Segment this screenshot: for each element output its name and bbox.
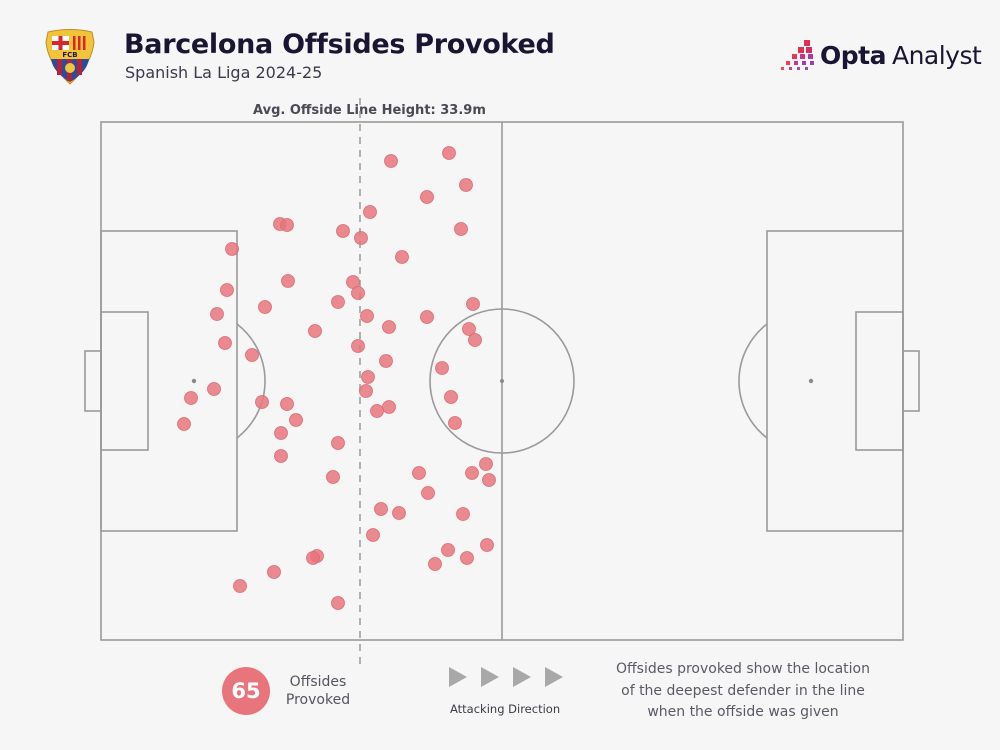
- offside-dot: [370, 404, 384, 418]
- offside-dot: [392, 506, 406, 520]
- offside-dot: [379, 354, 393, 368]
- play-arrow-icon: [513, 667, 531, 687]
- offside-dot: [184, 391, 198, 405]
- offside-dot: [395, 250, 409, 264]
- left-penalty-arc: [236, 323, 266, 439]
- right-penalty-arc: [738, 323, 768, 439]
- offside-dot: [220, 283, 234, 297]
- offside-dot: [361, 370, 375, 384]
- svg-text:FCB: FCB: [62, 51, 77, 59]
- offside-dot: [177, 417, 191, 431]
- offside-dot: [255, 395, 269, 409]
- offside-dot: [225, 242, 239, 256]
- chart-footnote: Offsides provoked show the location of t…: [615, 661, 870, 720]
- count-label-line2: Provoked: [285, 692, 351, 708]
- offside-dot: [428, 557, 442, 571]
- offside-dot: [354, 231, 368, 245]
- offside-dot: [459, 178, 473, 192]
- offside-dot: [479, 457, 493, 471]
- left-penalty-spot: [191, 378, 197, 384]
- offside-dot: [466, 297, 480, 311]
- offside-dot: [326, 470, 340, 484]
- offside-dot: [382, 320, 396, 334]
- offsides-count-badge: 65: [222, 667, 270, 715]
- attacking-direction-label: Attacking Direction: [450, 702, 561, 716]
- offside-dot: [245, 348, 259, 362]
- offside-dot: [336, 224, 350, 238]
- offside-dot: [435, 361, 449, 375]
- offside-dot: [331, 596, 345, 610]
- offside-dot: [210, 307, 224, 321]
- offside-dot: [384, 154, 398, 168]
- fc-barcelona-crest-icon: FCB: [45, 29, 95, 85]
- offside-dot: [351, 339, 365, 353]
- offside-dot: [280, 397, 294, 411]
- avg-offside-line-label: Avg. Offside Line Height: 33.9m: [253, 103, 486, 118]
- offside-dot: [233, 579, 247, 593]
- offside-dot: [331, 295, 345, 309]
- right-penalty-box: [766, 230, 904, 532]
- play-arrow-icon: [449, 667, 467, 687]
- brand-name-light: Analyst: [891, 40, 982, 70]
- offside-dot: [218, 336, 232, 350]
- count-label-line1: Offsides: [289, 674, 347, 690]
- play-arrow-icon: [481, 667, 499, 687]
- opta-bars-icon: [781, 40, 814, 70]
- offside-dot: [289, 413, 303, 427]
- play-arrow-icon: [545, 667, 563, 687]
- offside-dot: [460, 551, 474, 565]
- offside-dot: [454, 222, 468, 236]
- right-six-yard-box: [855, 311, 904, 451]
- offside-dot: [456, 507, 470, 521]
- offside-dot: [468, 333, 482, 347]
- offside-dot: [363, 205, 377, 219]
- offside-dot: [420, 310, 434, 324]
- offside-dot: [448, 416, 462, 430]
- offside-dot: [360, 309, 374, 323]
- left-penalty-box: [100, 230, 238, 532]
- offside-dot: [331, 436, 345, 450]
- left-goal: [84, 350, 102, 412]
- offsides-count-label: Offsides Provoked: [280, 673, 356, 709]
- offside-dot: [441, 543, 455, 557]
- offside-dot: [374, 502, 388, 516]
- offside-dot: [308, 324, 322, 338]
- offside-dot: [412, 466, 426, 480]
- offside-dot: [306, 551, 320, 565]
- right-penalty-spot: [808, 378, 814, 384]
- offside-dot: [482, 473, 496, 487]
- offside-dot: [274, 426, 288, 440]
- offside-dot: [465, 466, 479, 480]
- offside-dot: [258, 300, 272, 314]
- offside-dot: [267, 565, 281, 579]
- right-goal: [902, 350, 920, 412]
- offside-dot: [280, 218, 294, 232]
- offside-dot: [274, 449, 288, 463]
- offside-dot: [444, 390, 458, 404]
- offside-dot: [351, 286, 365, 300]
- offside-dot: [281, 274, 295, 288]
- offside-dots: [177, 146, 496, 610]
- opta-analyst-logo: Opta Analyst: [780, 38, 982, 72]
- offside-dot: [480, 538, 494, 552]
- attacking-direction-arrows: [448, 666, 564, 688]
- brand-name-bold: Opta: [820, 40, 886, 70]
- offside-dot: [382, 400, 396, 414]
- offside-dot: [207, 382, 221, 396]
- center-circle: [429, 308, 575, 454]
- offside-dot: [442, 146, 456, 160]
- offside-dot: [420, 190, 434, 204]
- left-six-yard-box: [100, 311, 149, 451]
- center-spot: [500, 379, 504, 383]
- offside-dot: [421, 486, 435, 500]
- page-subtitle: Spanish La Liga 2024-25: [125, 63, 323, 82]
- offside-dot: [462, 322, 476, 336]
- offside-dot: [366, 528, 380, 542]
- page-title: Barcelona Offsides Provoked: [124, 29, 555, 60]
- offside-dot: [359, 384, 373, 398]
